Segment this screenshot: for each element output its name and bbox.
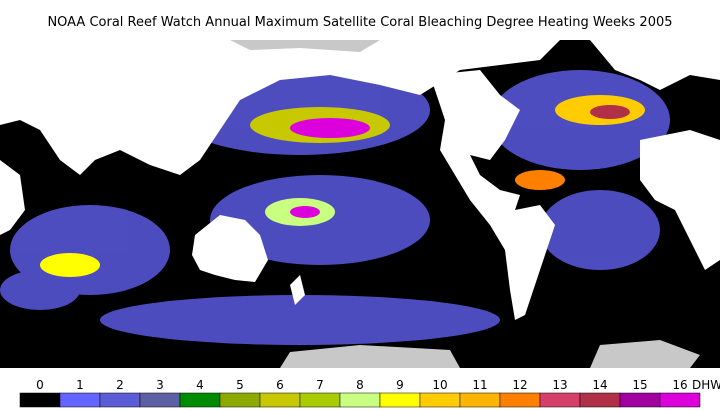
land xyxy=(0,40,720,320)
color-swatch xyxy=(59,392,101,408)
colorbar-label: 6 xyxy=(276,378,284,392)
colorbar-label: 1 xyxy=(76,378,84,392)
colorbar-label: 9 xyxy=(396,378,404,392)
colorbar-label: 14 xyxy=(592,378,607,392)
color-swatch xyxy=(539,392,581,408)
color-swatch xyxy=(19,392,61,408)
color-swatch xyxy=(659,392,701,408)
colorbar: 0 1 2 3 4 5 6 7 8 9 10 11 12 13 14 15 16 DHW xyxy=(19,378,720,408)
colorbar-label: 16 xyxy=(672,378,687,392)
color-swatch xyxy=(619,392,661,408)
title: NOAA Coral Reef Watch Annual Maximum Sat… xyxy=(47,15,672,30)
color-swatch xyxy=(339,392,381,408)
color-swatch xyxy=(219,392,261,408)
colorbar-label: 7 xyxy=(316,378,324,392)
colorbar-label: 12 xyxy=(512,378,527,392)
colorbar-label: 10 xyxy=(432,378,447,392)
ice xyxy=(230,40,700,368)
color-swatch xyxy=(139,392,181,408)
color-swatch xyxy=(259,392,301,408)
colorbar-label: 4 xyxy=(196,378,204,392)
map xyxy=(0,40,720,368)
color-swatch xyxy=(579,392,621,408)
color-swatch xyxy=(299,392,341,408)
color-swatch xyxy=(419,392,461,408)
colorbar-label: 8 xyxy=(356,378,364,392)
colorbar-label: 0 xyxy=(36,378,44,392)
colorbar-unit: DHW xyxy=(692,378,720,392)
colorbar-label: 13 xyxy=(552,378,567,392)
colorbar-label: 3 xyxy=(156,378,164,392)
colorbar-label: 2 xyxy=(116,378,124,392)
color-swatch xyxy=(379,392,421,408)
color-swatch xyxy=(99,392,141,408)
color-swatch xyxy=(459,392,501,408)
colorbar-label: 11 xyxy=(472,378,487,392)
color-swatch xyxy=(499,392,541,408)
color-swatch xyxy=(179,392,221,408)
colorbar-label: 5 xyxy=(236,378,244,392)
colorbar-label: 15 xyxy=(632,378,647,392)
